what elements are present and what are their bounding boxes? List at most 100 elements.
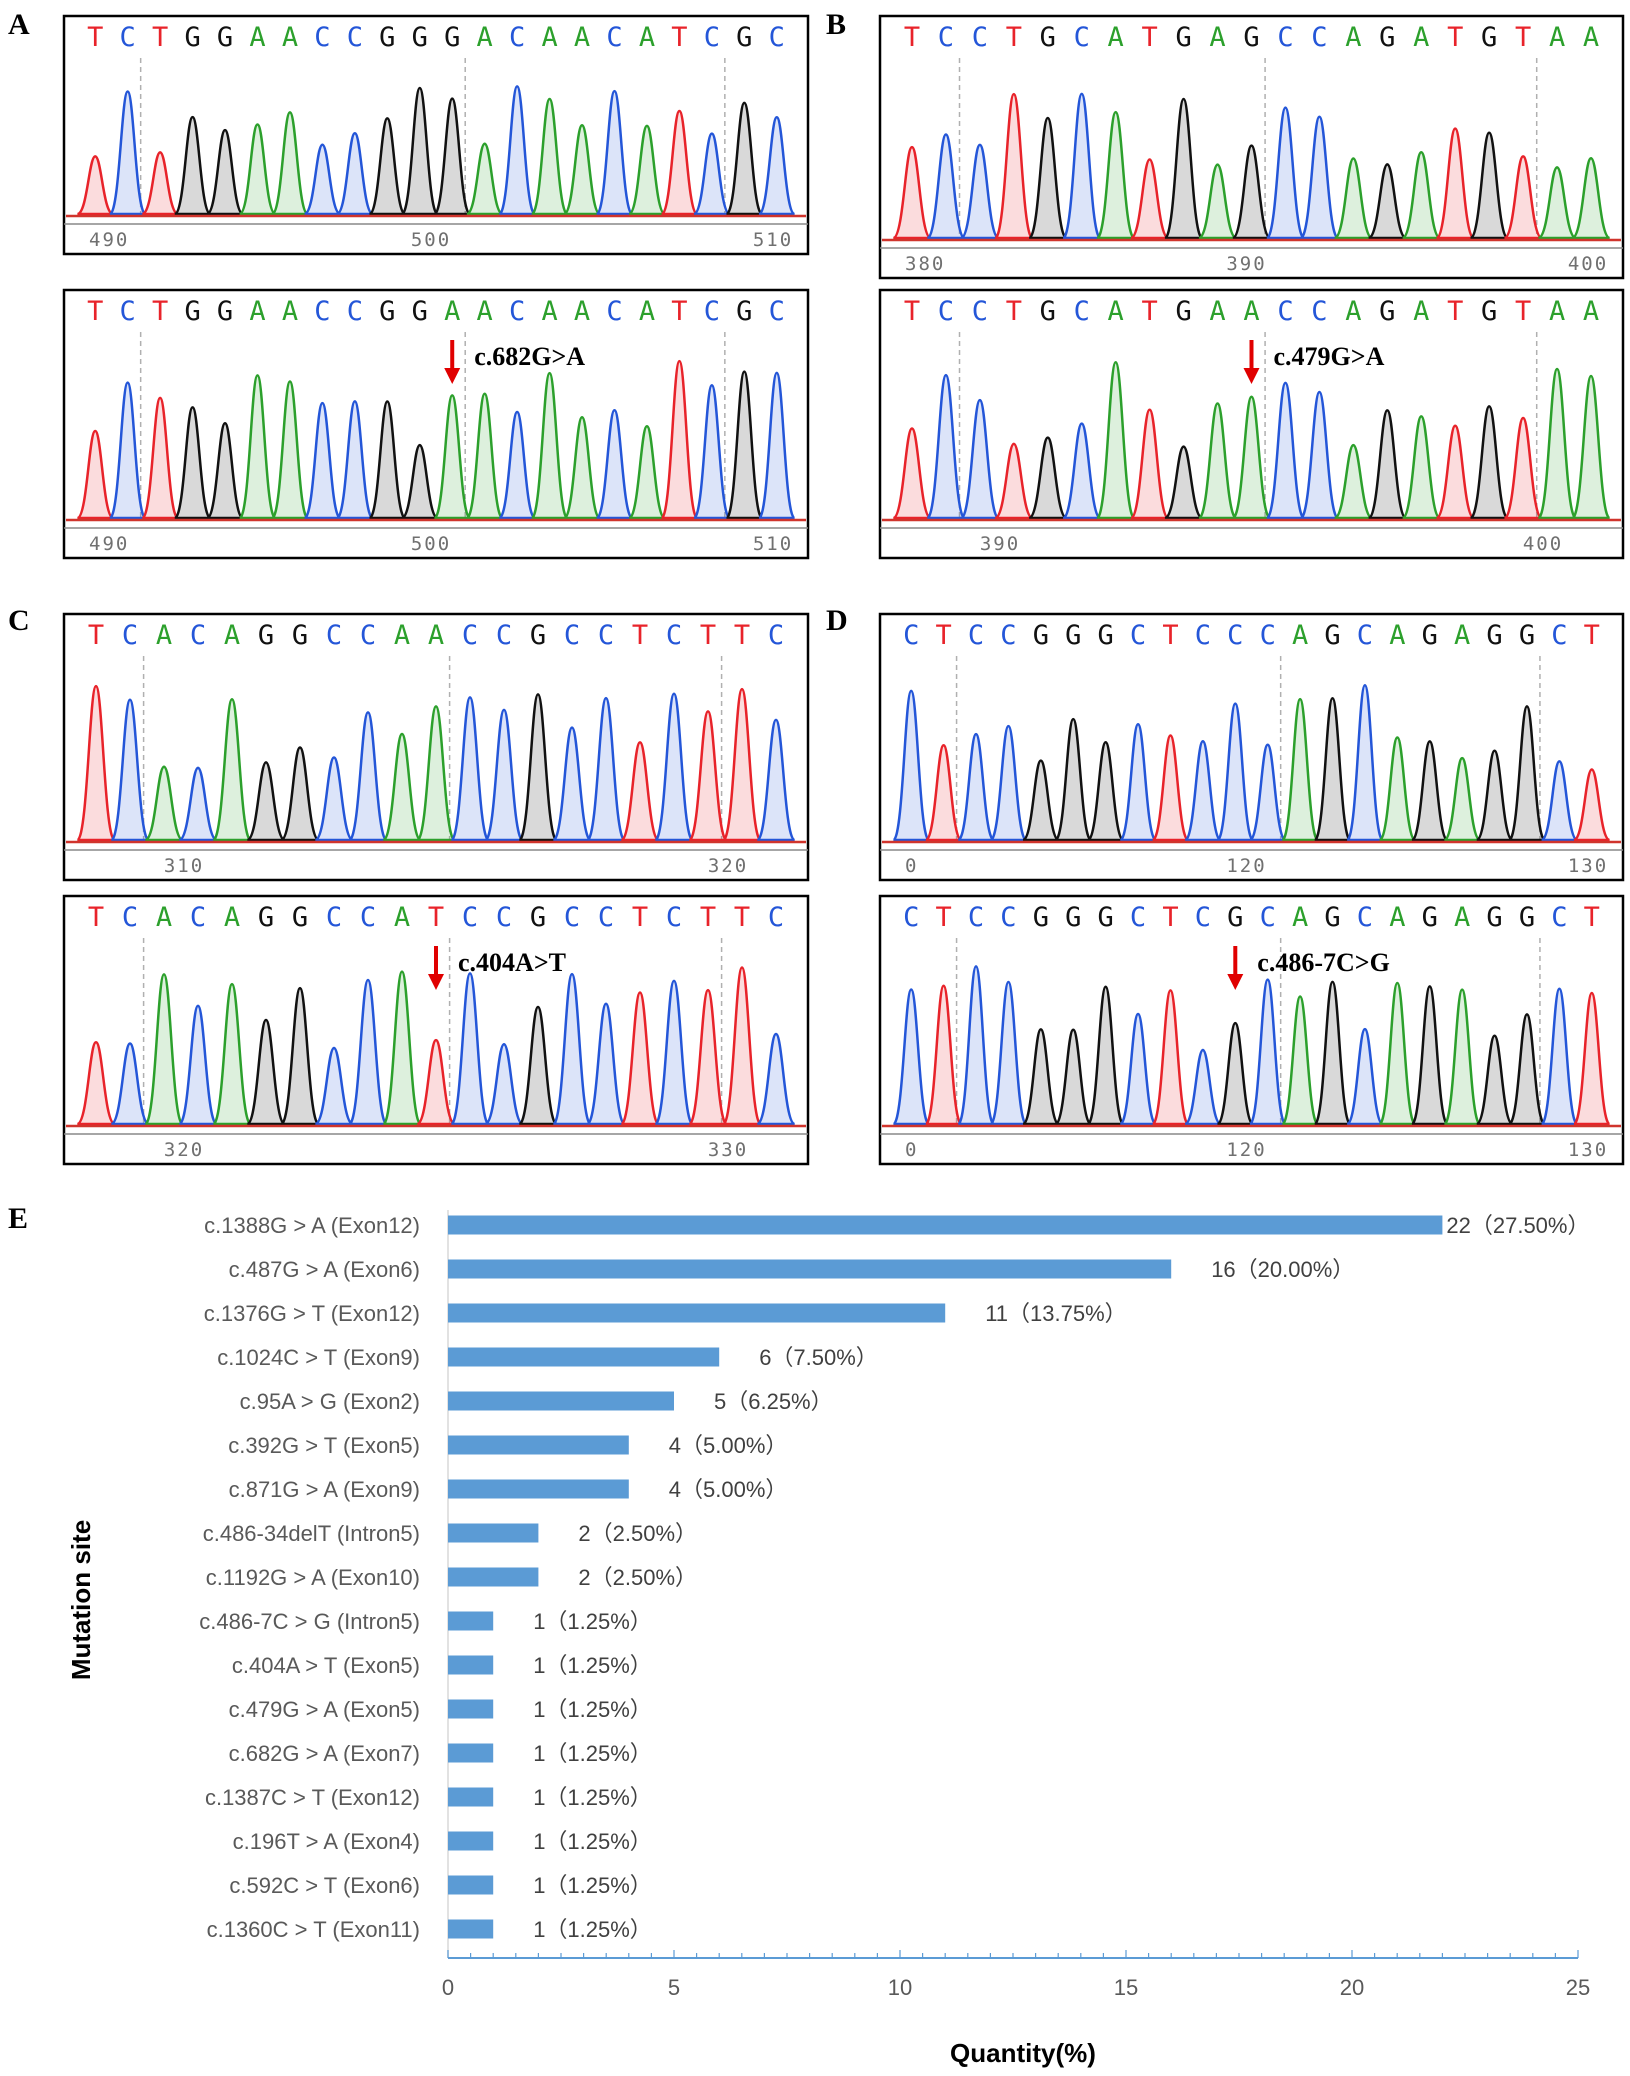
base-call: A — [1108, 22, 1124, 53]
trace-peak — [627, 424, 667, 520]
base-call: C — [972, 296, 988, 327]
base-call: C — [666, 902, 682, 933]
category-label: c.95A > G (Exon2) — [240, 1389, 420, 1414]
position-tick: 130 — [1568, 855, 1608, 877]
base-call: C — [903, 620, 919, 651]
base-call: G — [379, 296, 395, 327]
base-call: G — [379, 22, 395, 53]
trace-peak — [498, 85, 537, 216]
base-call: T — [904, 296, 920, 327]
base-call: T — [1142, 22, 1158, 53]
base-call: A — [1292, 620, 1308, 651]
base-call: C — [509, 296, 525, 327]
trace-peak — [76, 684, 116, 842]
base-call: G — [1422, 620, 1438, 651]
base-call: T — [1515, 296, 1531, 327]
base-call: G — [1065, 902, 1081, 933]
base-call: A — [1389, 620, 1405, 651]
base-call: G — [292, 620, 308, 651]
base-call: C — [564, 902, 580, 933]
position-tick: 400 — [1568, 253, 1608, 275]
trace-peak — [725, 101, 764, 216]
panel-label-e: E — [8, 1202, 28, 1235]
bar — [448, 1435, 629, 1455]
bar — [448, 1875, 494, 1895]
trace-peak — [892, 427, 932, 520]
base-call: C — [314, 22, 330, 53]
base-call: C — [1130, 902, 1146, 933]
base-call: C — [1227, 620, 1243, 651]
bar — [448, 1787, 494, 1807]
base-call: G — [530, 902, 546, 933]
base-call: A — [1209, 22, 1225, 53]
base-call: C — [1260, 620, 1276, 651]
trace-peak — [1027, 436, 1068, 520]
base-call: A — [1549, 22, 1565, 53]
base-call: G — [258, 902, 274, 933]
trace-peak — [1299, 390, 1340, 520]
trace-peak — [725, 370, 764, 520]
chromatogram-frame — [62, 612, 810, 882]
trace-peak — [416, 705, 456, 842]
base-call: C — [360, 620, 376, 651]
base-call: T — [87, 22, 103, 53]
position-tick: 310 — [164, 855, 204, 877]
base-call: C — [122, 620, 138, 651]
trace-peak — [1129, 158, 1170, 240]
value-label: 4（5.00%） — [669, 1433, 788, 1458]
position-tick: 320 — [708, 855, 748, 877]
base-call: A — [282, 296, 298, 327]
position-tick: 0 — [905, 1139, 918, 1161]
category-label: c.196T > A (Exon4) — [233, 1829, 420, 1854]
trace-peak — [1475, 1034, 1514, 1126]
base-call: C — [968, 620, 984, 651]
trace-peak — [956, 732, 996, 842]
base-call: A — [1454, 902, 1470, 933]
trace-peak — [1086, 740, 1125, 842]
base-call: C — [326, 902, 342, 933]
mutation-label-a: c.682G>A — [474, 342, 585, 371]
base-call: A — [639, 296, 655, 327]
base-call: C — [120, 296, 136, 327]
trace-peak — [335, 131, 374, 216]
category-label: c.479G > A (Exon5) — [229, 1697, 420, 1722]
base-call: G — [1243, 22, 1259, 53]
base-call: C — [938, 22, 954, 53]
base-call: G — [1481, 22, 1497, 53]
trace-peak — [926, 133, 966, 240]
trace-peak — [335, 400, 374, 520]
base-call: C — [1000, 902, 1016, 933]
base-call: T — [152, 22, 168, 53]
trace-peak — [924, 744, 963, 842]
base-call: A — [541, 296, 557, 327]
trace-peak — [1061, 422, 1102, 520]
position-tick: 380 — [905, 253, 945, 275]
bar — [448, 1655, 494, 1675]
base-call: C — [1130, 620, 1146, 651]
base-call: G — [736, 22, 752, 53]
x-tick-label: 0 — [442, 1975, 454, 2000]
trace-peak — [178, 1004, 218, 1126]
bar — [448, 1523, 539, 1543]
base-call: T — [734, 620, 750, 651]
category-label: c.871G > A (Exon9) — [229, 1477, 420, 1502]
trace-peak — [108, 381, 147, 520]
trace-peak — [586, 1002, 626, 1126]
base-call: G — [258, 620, 274, 651]
trace-peak — [1265, 106, 1306, 240]
category-label: c.404A > T (Exon5) — [232, 1653, 420, 1678]
base-call: T — [1006, 22, 1022, 53]
value-label: 6（7.50%） — [759, 1345, 878, 1370]
bar — [448, 1831, 494, 1851]
trace-peak — [1095, 360, 1136, 520]
chromatogram-frame — [62, 894, 810, 1166]
value-label: 5（6.25%） — [714, 1389, 833, 1414]
base-call: C — [704, 22, 720, 53]
trace-peak — [757, 116, 796, 216]
base-call: C — [360, 902, 376, 933]
trace-peak — [620, 741, 660, 842]
trace-peak — [620, 991, 660, 1126]
base-call: T — [700, 902, 716, 933]
